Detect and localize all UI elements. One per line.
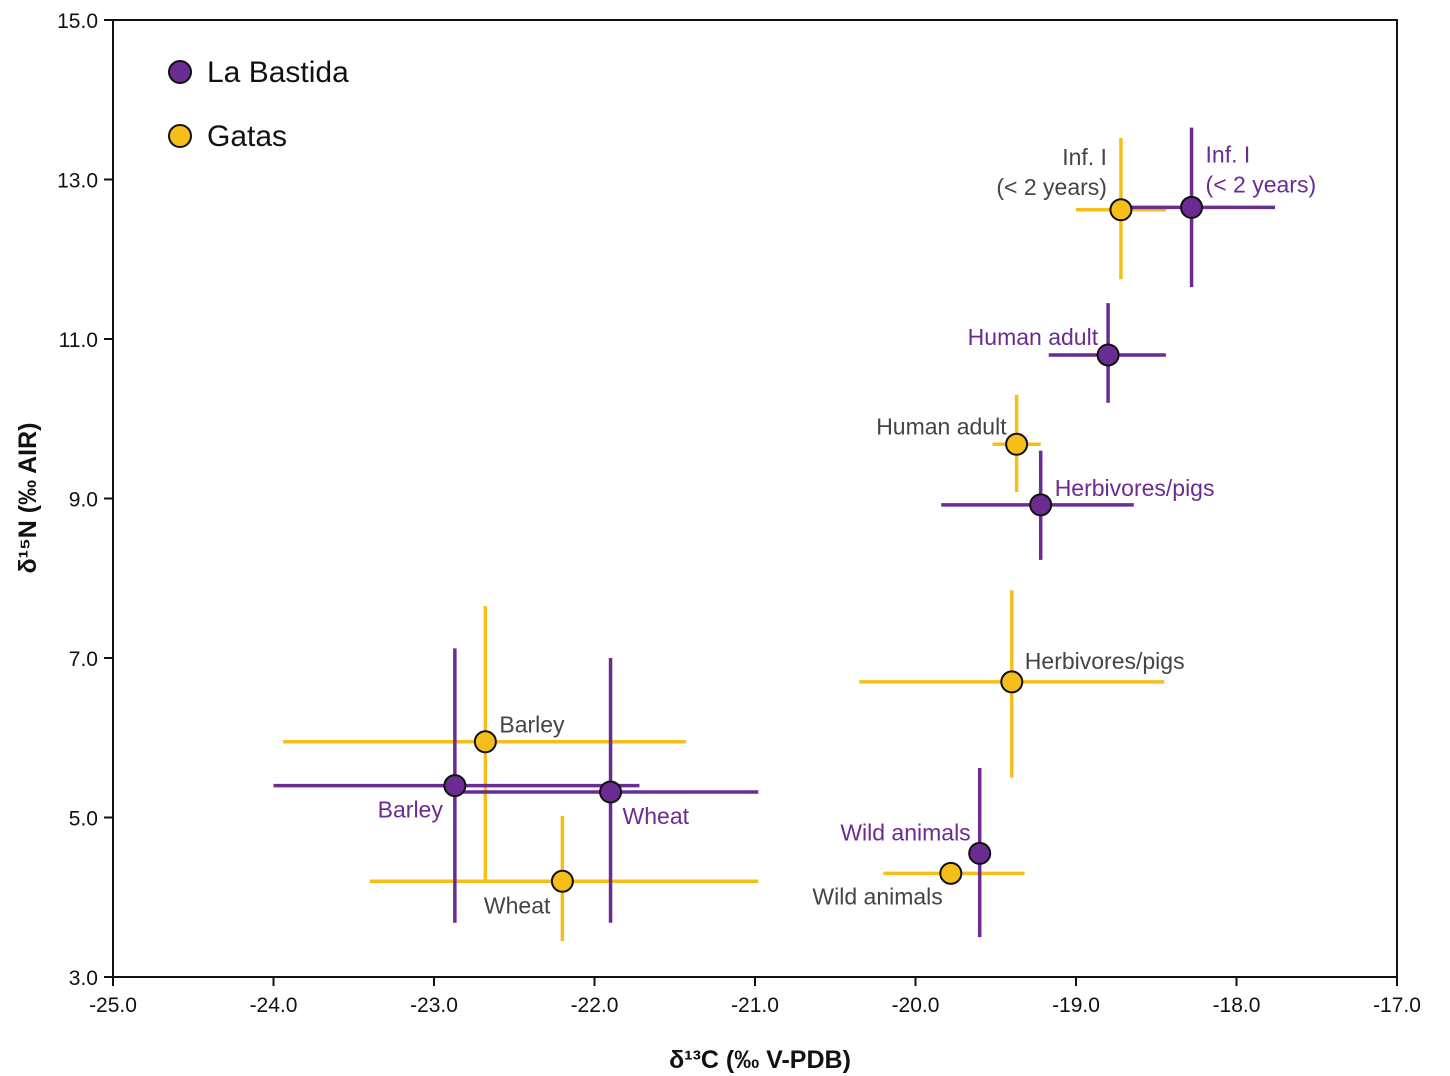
y-axis-title: δ¹⁵N (‰ AIR) xyxy=(14,423,42,574)
x-tick-label: -20.0 xyxy=(892,994,940,1017)
gatas-wild-animals-label: Wild animals xyxy=(812,883,942,909)
gatas-inf-i-2-years-label: Inf. I (< 2 years) xyxy=(996,144,1107,200)
la-bastida-inf-i-2-years-label: Inf. I (< 2 years) xyxy=(1206,141,1317,197)
gatas-barley-label: Barley xyxy=(499,712,565,738)
x-axis-title: δ¹³C (‰ V-PDB) xyxy=(669,1046,851,1074)
la-bastida-barley-label: Barley xyxy=(378,797,444,823)
la-bastida-barley-point xyxy=(443,774,467,798)
la-bastida-wheat-label: Wheat xyxy=(623,803,690,829)
legend-label-gatas: Gatas xyxy=(207,120,287,153)
y-axis: 3.0 5.0 7.0 9.0 11.0 13.0 15.0 xyxy=(57,10,113,990)
la-bastida-human-adult-label: Human adult xyxy=(968,324,1099,350)
gatas-wheat-label: Wheat xyxy=(484,892,551,918)
la-bastida-herbivores-pigs-label: Herbivores/pigs xyxy=(1055,475,1215,501)
x-tick-label: -25.0 xyxy=(89,994,137,1017)
x-tick-label: -23.0 xyxy=(410,994,458,1017)
gatas-human-adult-label: Human adult xyxy=(876,413,1007,439)
x-tick-label: -17.0 xyxy=(1373,994,1421,1017)
y-tick-label: 11.0 xyxy=(59,329,98,352)
gatas-human-adult-point xyxy=(1005,432,1029,456)
la-bastida-wild-animals-point xyxy=(968,841,992,865)
gatas-inf-i-2-years-point xyxy=(1109,198,1133,222)
la-bastida-herbivores-pigs-point xyxy=(1029,493,1053,517)
y-tick-label: 7.0 xyxy=(69,648,98,671)
gatas-wild-animals-point xyxy=(939,861,963,885)
la-bastida-inf-i-2-years-point xyxy=(1180,195,1204,219)
y-tick-label: 9.0 xyxy=(69,489,98,512)
y-tick-label: 5.0 xyxy=(69,808,98,831)
gatas-barley-point xyxy=(473,730,497,754)
la-bastida-human-adult-point xyxy=(1096,343,1120,367)
points-layer xyxy=(443,195,1204,893)
point-labels-layer: Inf. I (< 2 years) Human adult Herbivores/p… xyxy=(378,141,1316,918)
legend-label-la-bastida: La Bastida xyxy=(207,56,349,89)
gatas-wheat-point xyxy=(550,869,574,893)
y-tick-label: 13.0 xyxy=(57,170,98,193)
x-tick-label: -22.0 xyxy=(571,994,619,1017)
la-bastida-wild-animals-label: Wild animals xyxy=(840,819,970,845)
gatas-herbivores-pigs-label: Herbivores/pigs xyxy=(1025,648,1185,674)
x-tick-label: -24.0 xyxy=(250,994,298,1017)
y-tick-label: 15.0 xyxy=(57,10,98,33)
la-bastida-wheat-point xyxy=(599,780,623,804)
legend: La Bastida Gatas xyxy=(168,56,349,153)
x-tick-label: -21.0 xyxy=(731,994,779,1017)
x-axis: -25.0 -24.0 -23.0 -22.0 -21.0 -20.0 -19.0 -18.0… xyxy=(89,977,1421,1017)
x-tick-label: -18.0 xyxy=(1213,994,1261,1017)
legend-marker-gatas xyxy=(168,124,192,148)
y-tick-label: 3.0 xyxy=(69,967,98,990)
legend-marker-la-bastida xyxy=(168,60,192,84)
gatas-herbivores-pigs-point xyxy=(1000,670,1024,694)
x-tick-label: -19.0 xyxy=(1052,994,1100,1017)
